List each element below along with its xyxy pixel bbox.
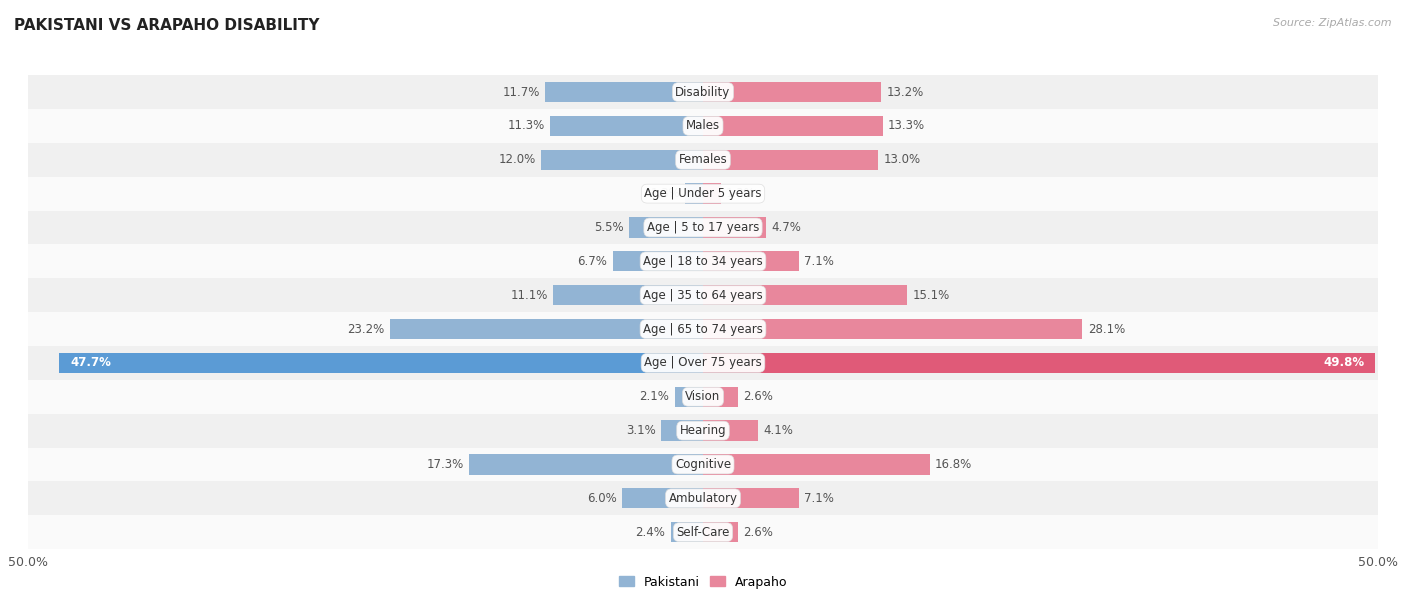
Text: 5.5%: 5.5% [593,221,623,234]
Text: 1.3%: 1.3% [651,187,681,200]
Bar [628,217,703,237]
Bar [703,285,907,305]
Text: Age | 65 to 74 years: Age | 65 to 74 years [643,323,763,335]
Text: Females: Females [679,153,727,166]
Bar [28,346,1378,380]
Bar [703,319,1083,339]
Text: Age | Under 5 years: Age | Under 5 years [644,187,762,200]
Text: 47.7%: 47.7% [70,356,111,370]
Text: 23.2%: 23.2% [347,323,384,335]
Bar [703,387,738,407]
Text: Cognitive: Cognitive [675,458,731,471]
Text: 11.3%: 11.3% [508,119,546,132]
Text: Ambulatory: Ambulatory [668,492,738,505]
Bar [703,522,738,542]
Bar [28,177,1378,211]
Text: 15.1%: 15.1% [912,289,949,302]
Legend: Pakistani, Arapaho: Pakistani, Arapaho [614,572,792,592]
Bar [59,353,703,373]
Text: 2.1%: 2.1% [640,390,669,403]
Bar [703,82,882,102]
Bar [28,109,1378,143]
Bar [28,380,1378,414]
Bar [28,278,1378,312]
Bar [703,184,720,204]
Bar [675,387,703,407]
Bar [703,420,758,441]
Bar [28,414,1378,447]
Text: 11.1%: 11.1% [510,289,548,302]
Text: Disability: Disability [675,86,731,99]
Bar [686,184,703,204]
Bar [703,454,929,475]
Text: Males: Males [686,119,720,132]
Text: 13.0%: 13.0% [884,153,921,166]
Bar [389,319,703,339]
Bar [28,312,1378,346]
Text: 2.6%: 2.6% [744,526,773,539]
Bar [28,515,1378,549]
Text: 2.4%: 2.4% [636,526,665,539]
Text: PAKISTANI VS ARAPAHO DISABILITY: PAKISTANI VS ARAPAHO DISABILITY [14,18,319,34]
Text: Hearing: Hearing [679,424,727,437]
Bar [28,75,1378,109]
Text: 4.7%: 4.7% [772,221,801,234]
Bar [703,488,799,509]
Bar [470,454,703,475]
Text: Age | 18 to 34 years: Age | 18 to 34 years [643,255,763,268]
Text: 28.1%: 28.1% [1088,323,1125,335]
Bar [28,211,1378,244]
Text: 3.1%: 3.1% [626,424,655,437]
Text: 4.1%: 4.1% [763,424,793,437]
Text: 13.3%: 13.3% [889,119,925,132]
Text: 6.0%: 6.0% [586,492,617,505]
Bar [553,285,703,305]
Text: 16.8%: 16.8% [935,458,973,471]
Text: Age | 5 to 17 years: Age | 5 to 17 years [647,221,759,234]
Text: Self-Care: Self-Care [676,526,730,539]
Text: 1.3%: 1.3% [725,187,755,200]
Bar [28,482,1378,515]
Bar [541,149,703,170]
Bar [703,149,879,170]
Bar [703,217,766,237]
Text: Age | Over 75 years: Age | Over 75 years [644,356,762,370]
Bar [28,244,1378,278]
Bar [671,522,703,542]
Bar [703,353,1375,373]
Bar [28,143,1378,177]
Text: Source: ZipAtlas.com: Source: ZipAtlas.com [1274,18,1392,28]
Text: 7.1%: 7.1% [804,492,834,505]
Text: 17.3%: 17.3% [427,458,464,471]
Bar [703,116,883,136]
Text: 11.7%: 11.7% [502,86,540,99]
Text: 6.7%: 6.7% [578,255,607,268]
Text: 2.6%: 2.6% [744,390,773,403]
Bar [621,488,703,509]
Bar [546,82,703,102]
Text: 7.1%: 7.1% [804,255,834,268]
Text: 13.2%: 13.2% [887,86,924,99]
Text: Age | 35 to 64 years: Age | 35 to 64 years [643,289,763,302]
Bar [703,251,799,272]
Bar [613,251,703,272]
Bar [661,420,703,441]
Bar [28,447,1378,482]
Text: 12.0%: 12.0% [498,153,536,166]
Text: Vision: Vision [685,390,721,403]
Bar [551,116,703,136]
Text: 49.8%: 49.8% [1323,356,1364,370]
